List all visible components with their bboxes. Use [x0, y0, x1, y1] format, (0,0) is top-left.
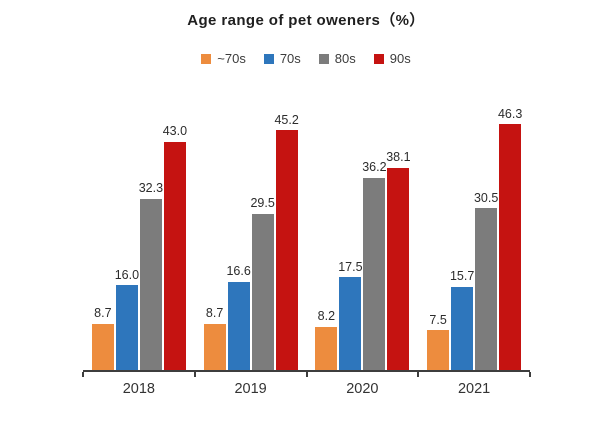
bar-slot: 43.0 — [162, 124, 188, 370]
value-label: 43.0 — [162, 124, 188, 139]
axis-tick — [529, 372, 531, 377]
x-axis-labels: 2018 2019 2020 2021 — [83, 381, 530, 397]
value-label: 16.6 — [226, 264, 251, 279]
axis-tick — [417, 372, 420, 377]
bar-group-2018: 8.7 16.0 32.3 43.0 — [83, 110, 195, 370]
x-axis-label-2018: 2018 — [122, 381, 155, 397]
x-axis-label-2021: 2021 — [457, 381, 491, 397]
bar-group-2021: 7.5 15.7 30.5 46.3 — [418, 106, 530, 370]
value-label: 7.5 — [429, 312, 447, 327]
axis-tick — [193, 372, 196, 377]
bar-70s-2021 — [451, 286, 474, 370]
value-label: 8.7 — [94, 306, 112, 321]
bar-slot: 16.6 — [226, 264, 251, 370]
value-label: 45.2 — [274, 112, 299, 127]
bar-70s-2020 — [339, 277, 362, 370]
bar-under-70s-2020 — [315, 326, 338, 370]
plot-area: 8.7 16.0 32.3 43.0 8.7 16.6 29.5 45.2 8.2 17.5 36.… — [83, 106, 530, 370]
bar-slot: 16.0 — [114, 267, 140, 370]
bar-slot: 8.2 — [315, 309, 338, 370]
chart-title: Age range of pet oweners（%） — [187, 12, 425, 29]
value-label: 29.5 — [250, 196, 275, 210]
axis-tick — [82, 372, 84, 377]
x-axis-label-2020: 2020 — [346, 381, 379, 397]
bar-slot: 36.2 — [362, 160, 387, 370]
legend-item-70s: 70s — [263, 51, 301, 66]
bar-under-70s-2019 — [203, 323, 226, 370]
bar-slot: 46.3 — [497, 106, 523, 370]
bar-slot: 29.5 — [250, 196, 275, 370]
x-axis-line — [83, 370, 530, 372]
value-label: 16.0 — [114, 267, 140, 282]
legend-swatch — [263, 53, 274, 64]
bar-70s-2018 — [115, 285, 138, 370]
bar-slot: 15.7 — [449, 269, 475, 370]
value-label: 30.5 — [473, 190, 499, 205]
legend-label: ~70s — [217, 51, 246, 66]
bar-under-70s-2018 — [91, 323, 114, 370]
x-axis-label-2019: 2019 — [234, 381, 267, 397]
bar-group-2020: 8.2 17.5 36.2 38.1 — [307, 110, 419, 370]
value-label: 17.5 — [338, 259, 363, 274]
bar-90s-2018 — [163, 141, 186, 370]
axis-tick — [305, 372, 308, 377]
bar-80s-2019 — [251, 213, 274, 370]
bar-90s-2021 — [499, 124, 522, 370]
legend-item-90s: 90s — [373, 51, 411, 66]
bar-slot: 38.1 — [386, 150, 411, 370]
bar-slot: 8.7 — [91, 306, 114, 370]
legend-label: 90s — [389, 51, 411, 66]
legend: ~70s 70s 80s 90s — [0, 51, 612, 66]
bar-slot: 8.7 — [203, 306, 226, 370]
x-axis-ticks — [82, 372, 531, 377]
bar-slot: 45.2 — [274, 112, 299, 370]
bar-slot: 30.5 — [473, 190, 499, 370]
legend-label: 80s — [334, 51, 356, 66]
bar-80s-2021 — [475, 208, 498, 370]
bar-90s-2019 — [275, 130, 298, 370]
value-label: 15.7 — [449, 269, 475, 284]
bar-slot: 7.5 — [427, 312, 450, 370]
legend-label: 70s — [279, 51, 301, 66]
value-label: 8.7 — [205, 306, 224, 321]
bar-70s-2019 — [227, 281, 250, 370]
bar-slot: 17.5 — [338, 259, 363, 370]
bar-80s-2020 — [363, 177, 386, 370]
bar-group-2019: 8.7 16.6 29.5 45.2 — [195, 110, 307, 370]
bar-90s-2020 — [387, 167, 410, 370]
value-label: 46.3 — [497, 106, 523, 121]
value-label: 8.2 — [317, 309, 336, 323]
legend-swatch — [201, 53, 212, 64]
legend-swatch — [373, 53, 384, 64]
bar-slot: 32.3 — [138, 181, 164, 370]
bar-80s-2018 — [139, 198, 162, 370]
legend-swatch — [318, 53, 329, 64]
legend-item-80s: 80s — [318, 51, 356, 66]
legend-item-under-70s: ~70s — [201, 51, 246, 66]
value-label: 36.2 — [362, 160, 387, 175]
bar-under-70s-2021 — [427, 330, 450, 370]
value-label: 38.1 — [386, 150, 411, 165]
value-label: 32.3 — [138, 181, 164, 196]
